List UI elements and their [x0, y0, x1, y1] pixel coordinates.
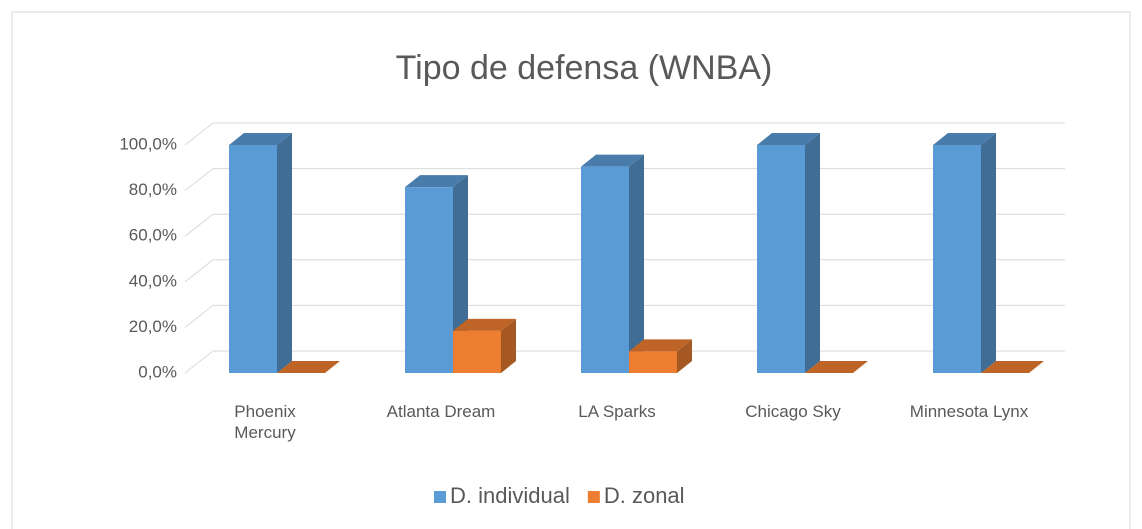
bar-top	[981, 361, 1044, 373]
bar-top	[277, 361, 340, 373]
y-tick-label: 20,0%	[129, 317, 177, 336]
bar	[453, 318, 516, 373]
bar	[757, 133, 820, 373]
bar-side	[277, 133, 292, 373]
bar-front	[757, 145, 805, 373]
chart-title: Tipo de defensa (WNBA)	[396, 49, 773, 87]
bar-side	[805, 133, 820, 373]
bar-top	[805, 361, 868, 373]
bar-top	[453, 318, 516, 331]
bar	[229, 133, 292, 373]
x-tick-label: Atlanta Dream	[386, 402, 496, 421]
y-tick-label: 80,0%	[129, 180, 177, 199]
bar-top	[581, 154, 644, 167]
bar-side	[501, 318, 516, 373]
bar-side	[629, 154, 644, 373]
bar-side	[981, 133, 996, 373]
grid-line	[184, 122, 1065, 146]
x-tick-label: Phoenix Mercury	[234, 402, 296, 442]
bar-side	[677, 339, 692, 373]
y-tick-label: 0,0%	[138, 362, 177, 381]
bar	[405, 175, 468, 373]
bar-top	[405, 175, 468, 188]
bar-front	[933, 145, 981, 373]
y-tick-label: 100,0%	[119, 134, 177, 153]
y-tick-label: 40,0%	[129, 271, 177, 290]
bar	[277, 361, 340, 373]
bar	[805, 361, 868, 373]
bar-front	[229, 145, 277, 373]
x-tick-label: LA Sparks	[578, 402, 656, 421]
legend-label: D. zonal	[604, 483, 685, 508]
legend-label: D. individual	[450, 483, 570, 508]
x-tick-label: Chicago Sky	[745, 402, 841, 421]
bar	[981, 361, 1044, 373]
bar-top	[933, 133, 996, 145]
bar-front	[581, 166, 629, 373]
bar	[629, 339, 692, 373]
bar	[933, 133, 996, 373]
chart-border	[11, 11, 1131, 529]
bar-front	[453, 330, 501, 373]
bar	[581, 154, 644, 373]
x-tick-label: Minnesota Lynx	[909, 402, 1029, 421]
legend-swatch	[434, 491, 446, 503]
bar-top	[629, 339, 692, 352]
bar-front	[405, 187, 453, 373]
bar-top	[229, 133, 292, 145]
y-tick-label: 60,0%	[129, 226, 177, 245]
bar-top	[757, 133, 820, 145]
bar-front	[629, 351, 677, 373]
legend-swatch	[587, 491, 600, 503]
